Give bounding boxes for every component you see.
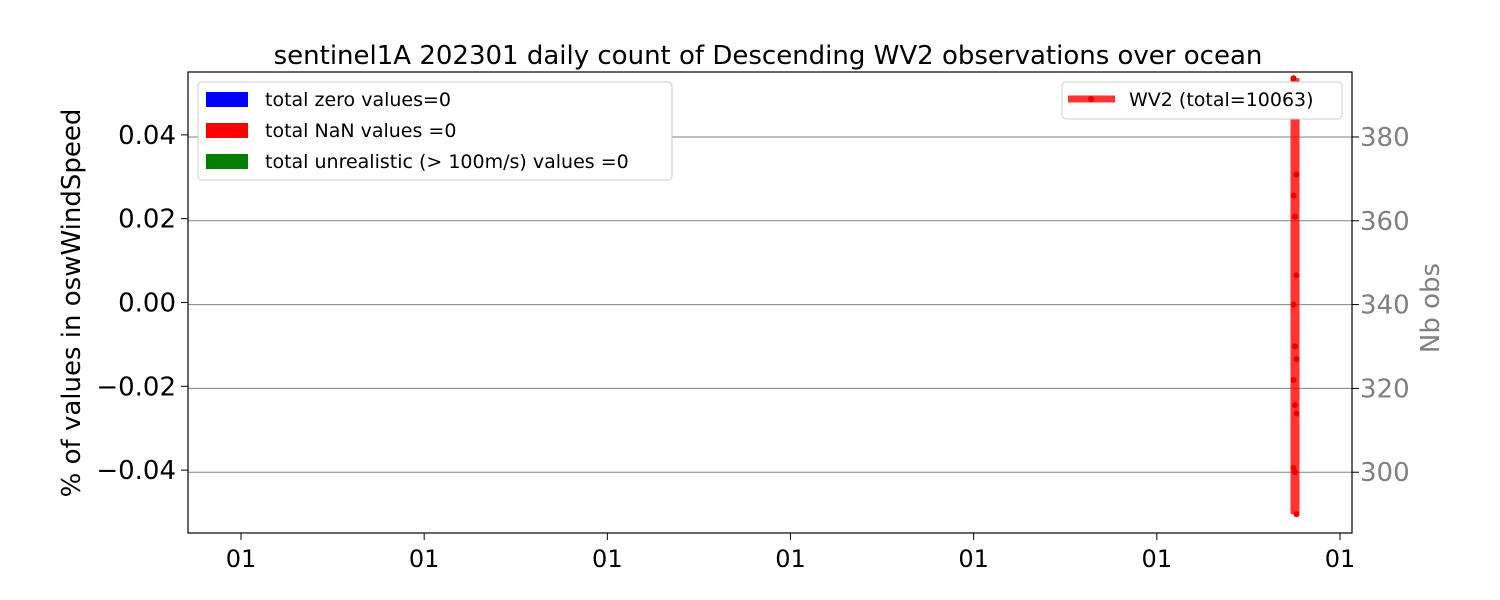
x-tick-label-3: 01 xyxy=(775,545,806,573)
series-point-wv2-11 xyxy=(1293,410,1300,417)
series-point-wv2-13 xyxy=(1292,469,1298,476)
chart-title: sentinel1A 202301 daily count of Descend… xyxy=(274,41,1263,71)
legend-label-wv2: WV2 (total=10063) xyxy=(1129,89,1314,111)
series-point-wv2-0 xyxy=(1290,75,1297,82)
series-point-wv2-3 xyxy=(1290,192,1297,199)
y-axis-right-label: Nb obs xyxy=(1416,263,1446,353)
series-point-wv2-9 xyxy=(1290,377,1297,384)
x-tick-label-4: 01 xyxy=(958,545,989,573)
x-tick-label-0: 01 xyxy=(226,545,257,573)
series-point-wv2-14 xyxy=(1293,511,1300,518)
y-left-tick-label-4: −0.04 xyxy=(96,456,176,486)
grid xyxy=(188,136,1352,473)
legend-label-nan: total NaN values =0 xyxy=(265,120,456,142)
y-right-tick-label-2: 340 xyxy=(1360,291,1410,321)
legend-swatch-nan xyxy=(206,123,248,138)
x-tick-label-5: 01 xyxy=(1142,545,1173,573)
y-left-tick-label-1: 0.02 xyxy=(118,205,176,235)
legend-right-frame xyxy=(1061,81,1343,120)
legend-left-frame xyxy=(197,81,673,181)
series-point-wv2-5 xyxy=(1293,272,1300,279)
y-left-tick-label-2: 0.00 xyxy=(118,289,176,319)
legend-marker-wv2 xyxy=(1088,96,1094,102)
legend-label-unrealistic: total unrealistic (> 100m/s) values =0 xyxy=(265,151,629,173)
x-axis-ticks: 01 01 01 01 01 01 01 xyxy=(226,533,1356,573)
x-tick-label-6: 01 xyxy=(1325,545,1356,573)
legend-swatch-zero xyxy=(206,92,248,107)
series-point-wv2-2 xyxy=(1293,171,1300,178)
legend-right: WV2 (total=10063) xyxy=(1061,81,1343,120)
series-point-wv2-6 xyxy=(1290,301,1297,308)
series-layer xyxy=(1290,75,1300,518)
right-axis-ticks: 380 360 340 320 300 xyxy=(1352,123,1410,488)
y-right-tick-label-3: 320 xyxy=(1360,374,1410,404)
series-point-wv2-4 xyxy=(1292,213,1298,220)
x-tick-label-1: 01 xyxy=(409,545,440,573)
y-right-tick-label-1: 360 xyxy=(1360,207,1410,237)
y-right-tick-label-4: 300 xyxy=(1360,458,1410,488)
series-point-wv2-7 xyxy=(1292,343,1298,350)
legend-label-zero: total zero values=0 xyxy=(265,89,451,111)
legend-left: total zero values=0 total NaN values =0 … xyxy=(197,81,673,181)
y-left-tick-label-0: 0.04 xyxy=(118,121,176,151)
y-axis-left-label: % of values in oswWindSpeed xyxy=(57,109,87,498)
y-right-tick-label-0: 380 xyxy=(1360,123,1410,153)
series-point-wv2-8 xyxy=(1293,356,1300,363)
legend-swatch-unrealistic xyxy=(206,154,248,169)
y-left-tick-label-3: −0.02 xyxy=(96,372,176,402)
series-point-wv2-10 xyxy=(1292,402,1298,409)
left-axis-ticks: 0.04 0.02 0.00 −0.02 −0.04 xyxy=(96,121,188,486)
x-tick-label-2: 01 xyxy=(592,545,623,573)
